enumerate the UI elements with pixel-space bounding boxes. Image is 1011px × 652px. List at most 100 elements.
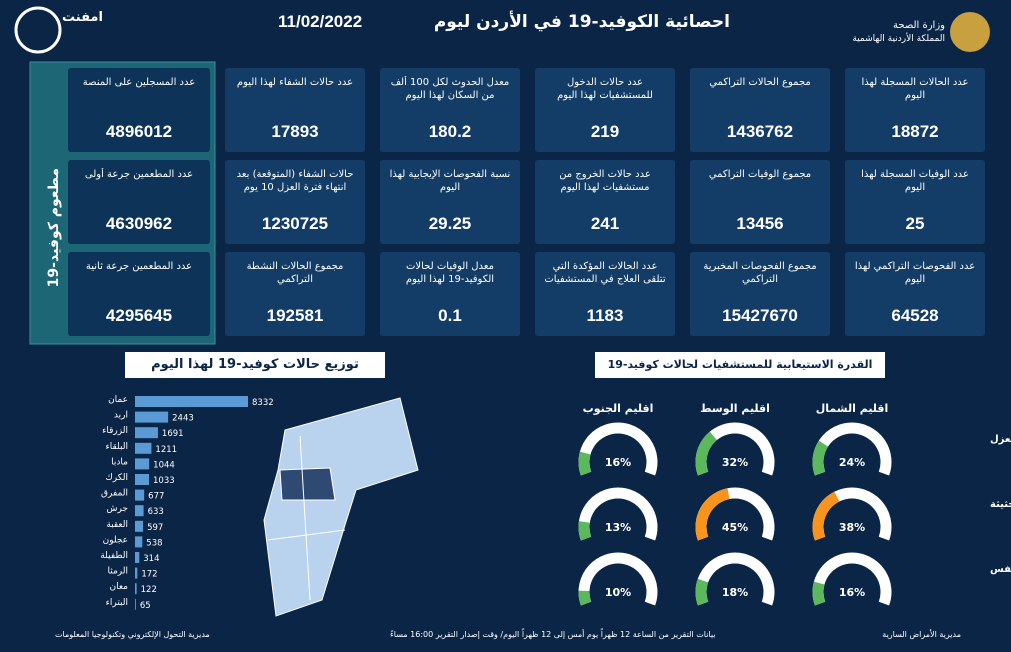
bar-category: الزرقاء — [102, 426, 128, 436]
bar — [135, 505, 144, 517]
stat-value: 29.25 — [428, 214, 472, 233]
bar-title: توزيع حالات كوفيد-19 لهذا اليوم — [125, 352, 385, 378]
bar — [135, 489, 145, 501]
stat-value: 18872 — [891, 122, 939, 141]
bar — [135, 598, 136, 610]
vaccine-card: عدد المطعمين جرعة أولى 4630962 — [68, 160, 210, 244]
bar-category: الرمثا — [108, 567, 129, 577]
gauge-value — [812, 440, 829, 476]
gauge-row-label: نسبة اشغال اسرة العناية الحثيثة — [990, 499, 1011, 510]
bar-value: 65 — [140, 601, 151, 611]
stat-card: مجموع الحالات النشطة التراكمي 192581 — [225, 252, 365, 336]
stat-card: مجموع الحالات التراكمي 1436762 — [690, 68, 830, 152]
logo-text: امفنت — [62, 10, 103, 25]
gauge-value — [578, 451, 592, 476]
logo-ring — [14, 6, 62, 54]
bar-value: 122 — [141, 585, 157, 595]
gauge-region: اقليم الوسط — [700, 402, 770, 415]
map-border — [299, 435, 311, 601]
gauge-value — [695, 578, 709, 606]
bar-category: مادبا — [111, 457, 128, 467]
bar-value: 1691 — [162, 429, 184, 439]
stat-label: عدد الحالات المؤكدة التي تتلقى العلاج في… — [544, 261, 666, 285]
date: 11/02/2022 — [278, 12, 363, 31]
bar — [135, 536, 143, 548]
footer-right: مديرية الأمراض السارية — [882, 630, 961, 639]
bar-value: 1033 — [153, 476, 175, 486]
gauge-region: اقليم الشمال — [816, 402, 889, 415]
stat-value: 241 — [590, 214, 620, 233]
gauge-title: القدرة الاستيعابية للمستشفيات لحالات كوف… — [595, 352, 885, 378]
gauge-track — [578, 552, 658, 606]
vaccine-card: عدد المطعمين جرعة ثانية 4295645 — [68, 252, 210, 336]
bar-category: الكرك — [105, 473, 128, 483]
bar — [135, 411, 169, 423]
stat-value: 1183 — [586, 306, 624, 325]
gauge-track — [578, 487, 658, 541]
bar-category: المفرق — [101, 489, 128, 499]
gauge-label: 24% — [839, 456, 865, 469]
bar-category: الطفيلة — [100, 551, 128, 561]
stat-label: عدد حالات الخروج من مستشفيات لهذا اليوم — [559, 169, 651, 193]
bar — [135, 458, 150, 470]
gauge-value — [578, 521, 592, 541]
stat-value: 1436762 — [726, 122, 794, 141]
stat-card: عدد الفحوصات التراكمي لهذا اليوم 64528 — [845, 252, 985, 336]
kingdom: المملكة الأردنية الهاشمية — [852, 34, 945, 44]
bar-value: 597 — [147, 523, 163, 533]
stat-value: 13456 — [736, 214, 784, 233]
bar-category: البلقاء — [106, 442, 128, 452]
gauge-value — [812, 581, 826, 606]
stat-value: 0.1 — [438, 306, 462, 325]
bar — [135, 442, 152, 454]
stat-label: مجموع الحالات النشطة التراكمي — [246, 261, 344, 285]
stat-card: عدد حالات الدخول للمستشفيات لهذا اليوم 21… — [535, 68, 675, 152]
stat-label: عدد الوفيات المسجلة لهذا اليوم — [861, 169, 969, 193]
bar — [135, 567, 138, 579]
bar — [135, 396, 248, 407]
stat-card: معدل الحدوث لكل 100 ألف من السكان لهذا ا… — [380, 68, 520, 152]
stat-label: مجموع الحالات التراكمي — [709, 77, 811, 88]
gauge-row-label: نسبة اشغال اسرة العزل — [990, 434, 1011, 445]
gauge-label: 18% — [722, 586, 748, 599]
vaccine-value: 4630962 — [105, 214, 173, 233]
stat-value: 219 — [590, 122, 620, 141]
bar-value: 8332 — [252, 398, 274, 408]
stat-label: حالات الشفاء (المتوقعة) بعد انتهاء فترة … — [236, 169, 354, 193]
vaccine-value: 4295645 — [105, 306, 173, 325]
stat-value: 25 — [905, 214, 925, 233]
emblem — [950, 12, 990, 52]
bar — [135, 552, 140, 563]
vaccine-value: 4896012 — [105, 122, 173, 141]
bar-category: عجلون — [103, 535, 128, 545]
bar-value: 2443 — [172, 414, 194, 424]
bar — [135, 583, 137, 595]
gauge-value — [812, 491, 840, 541]
gauge-value — [695, 431, 718, 476]
gauge-label: 16% — [605, 456, 631, 469]
gauge-region: اقليم الجنوب — [583, 402, 654, 415]
stat-card: عدد حالات الخروج من مستشفيات لهذا اليوم 2… — [535, 160, 675, 244]
map-border — [267, 529, 346, 541]
map-amman — [279, 467, 336, 501]
stat-card: حالات الشفاء (المتوقعة) بعد انتهاء فترة … — [225, 160, 365, 244]
title: احصائية الكوفيد-19 في الأردن ليوم — [433, 12, 730, 32]
gauge-label: 38% — [839, 521, 865, 534]
gauge-label: 16% — [839, 586, 865, 599]
stat-label: مجموع الوفيات التراكمي — [708, 169, 812, 180]
stat-card: عدد حالات الشفاء لهذا اليوم 17893 — [225, 68, 365, 152]
gauge-label: 32% — [722, 456, 748, 469]
vaccine-label: عدد المطعمين جرعة ثانية — [85, 261, 193, 272]
footer-center: بيانات التقرير من الساعة 12 ظهراً يوم أم… — [390, 630, 716, 639]
bar-category: معان — [109, 582, 128, 592]
stat-card: مجموع الفحوصات المخبرية التراكمي 15427670 — [690, 252, 830, 336]
bar-value: 1211 — [155, 445, 177, 455]
bar — [135, 520, 144, 532]
map — [263, 397, 419, 617]
stat-value: 1230725 — [261, 214, 329, 233]
gauge-label: 13% — [605, 521, 631, 534]
stat-label: معدل الحدوث لكل 100 ألف من السكان لهذا ا… — [390, 77, 510, 101]
gauge-label: 45% — [722, 521, 748, 534]
footer-left: مديرية التحول الإلكتروني وتكنولوجيا المع… — [55, 630, 210, 639]
